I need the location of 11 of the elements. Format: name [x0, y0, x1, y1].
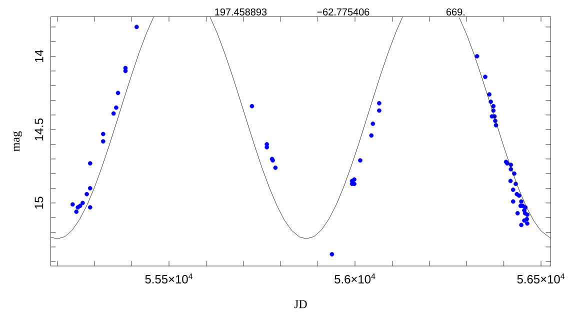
text: 197.458893	[215, 8, 267, 16]
y-tick-label: 14.5	[34, 118, 44, 140]
text: −62.775406	[317, 8, 370, 16]
text: 669.	[446, 8, 464, 16]
y-tick-label: 14	[34, 50, 44, 62]
x-axis-title: JD	[294, 300, 307, 308]
y-tick-label: 15	[34, 196, 44, 209]
x-tick-label: 5.6×10$^{4}$	[334, 274, 376, 284]
x-tick-label: 5.65×10$^{4}$	[517, 274, 565, 284]
y-axis-title: mag	[13, 131, 22, 152]
x-tick-label: 5.55×10$^{4}$	[145, 274, 193, 284]
